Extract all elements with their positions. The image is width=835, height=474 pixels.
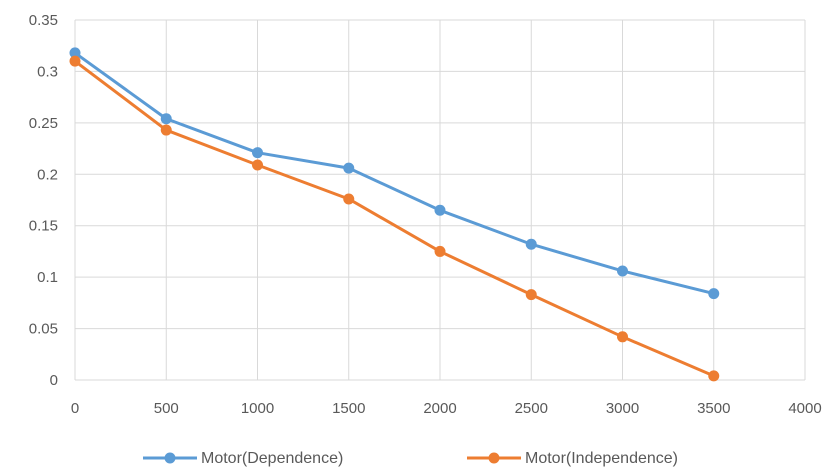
data-point <box>252 147 263 159</box>
y-tick-label: 0 <box>50 372 58 389</box>
data-point <box>525 289 537 301</box>
x-tick-label: 4000 <box>788 400 821 417</box>
data-point <box>434 245 446 257</box>
y-tick-label: 0.3 <box>37 63 58 80</box>
legend-swatch-marker <box>488 452 500 464</box>
data-point <box>434 204 446 216</box>
y-tick-label: 0.15 <box>29 218 58 235</box>
data-point <box>343 193 355 205</box>
y-tick-label: 0.1 <box>37 269 58 286</box>
data-point <box>343 162 355 174</box>
legend-item: Motor(Independence) <box>467 450 678 467</box>
gridlines <box>74 19 806 381</box>
y-tick-label: 0.25 <box>29 115 58 132</box>
legend: Motor(Dependence) Motor(Independence) <box>143 450 678 467</box>
series-line <box>73 59 716 378</box>
x-tick-label: 500 <box>154 400 179 417</box>
data-point <box>617 331 628 343</box>
data-point <box>160 124 172 136</box>
legend-label: Motor(Independence) <box>525 450 678 467</box>
data-point <box>252 159 263 171</box>
data-point <box>525 238 537 250</box>
x-tick-label: 3000 <box>606 400 639 417</box>
x-tick-label: 2000 <box>423 400 456 417</box>
y-axis-tick-labels: 0 0.05 0.1 0.15 0.2 0.25 0.3 0.35 <box>29 12 58 389</box>
x-tick-label: 2500 <box>515 400 548 417</box>
y-tick-label: 0.2 <box>37 166 58 183</box>
legend-swatch-marker <box>164 452 176 464</box>
series-line <box>73 51 716 296</box>
legend-item: Motor(Dependence) <box>143 450 343 467</box>
plot-series <box>69 47 720 382</box>
series-motor-independence <box>69 55 720 382</box>
x-tick-label: 1000 <box>241 400 274 417</box>
data-point <box>69 47 81 59</box>
series-motor-dependence <box>69 47 720 300</box>
data-point <box>708 370 720 382</box>
y-tick-label: 0.35 <box>29 12 58 29</box>
data-point <box>160 113 172 125</box>
legend-label: Motor(Dependence) <box>201 450 343 467</box>
data-point <box>708 288 720 300</box>
data-point <box>69 55 81 67</box>
x-tick-label: 3500 <box>697 400 730 417</box>
x-axis-tick-labels: 0 500 1000 1500 2000 2500 3000 3500 4000 <box>71 400 822 417</box>
y-tick-label: 0.05 <box>29 321 58 338</box>
data-point <box>617 265 628 277</box>
x-tick-label: 1500 <box>332 400 365 417</box>
x-tick-label: 0 <box>71 400 79 417</box>
